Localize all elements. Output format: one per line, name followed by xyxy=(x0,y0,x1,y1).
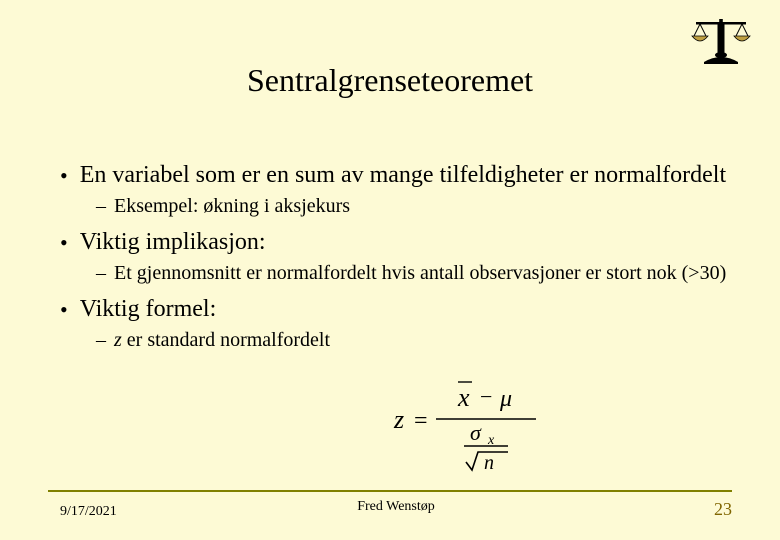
equals-sign: = xyxy=(414,408,428,434)
bullet-sub-item: – Eksempel: økning i aksjekurs xyxy=(96,194,740,219)
bullet-sub-item: – Et gjennomsnitt er normalfordelt hvis … xyxy=(96,261,740,286)
formula-sigma: σ xyxy=(470,420,482,445)
bullet-text: Eksempel: økning i aksjekurs xyxy=(114,194,350,219)
formula-mu: μ xyxy=(499,386,512,412)
formula-z: z xyxy=(393,405,404,434)
bullet-dot-icon: • xyxy=(60,162,68,190)
bullet-text: Viktig implikasjon: xyxy=(80,227,266,257)
bullet-dash-icon: – xyxy=(96,328,106,353)
bullet-text: En variabel som er en sum av mange tilfe… xyxy=(80,160,726,190)
bullet-rest: er standard normalfordelt xyxy=(122,329,330,351)
bullet-item: • Viktig formel: xyxy=(60,294,740,324)
formula-minus: − xyxy=(480,384,492,409)
bullet-text: Viktig formel: xyxy=(80,294,217,324)
bullet-text: Et gjennomsnitt er normalfordelt hvis an… xyxy=(114,261,726,286)
bullet-text: z er standard normalfordelt xyxy=(114,328,330,353)
formula-sigma-sub: x xyxy=(487,433,495,448)
slide-body: • En variabel som er en sum av mange til… xyxy=(60,160,740,361)
bullet-item: • En variabel som er en sum av mange til… xyxy=(60,160,740,190)
slide-footer: 9/17/2021 Fred Wenstøp 23 xyxy=(60,499,732,520)
bullet-item: • Viktig implikasjon: xyxy=(60,227,740,257)
italic-z: z xyxy=(114,329,122,351)
slide: Sentralgrenseteoremet • En variabel som … xyxy=(0,0,780,540)
bullet-sub-item: – z er standard normalfordelt xyxy=(96,328,740,353)
bullet-dash-icon: – xyxy=(96,194,106,219)
footer-author: Fred Wenstøp xyxy=(60,499,732,515)
bullet-dot-icon: • xyxy=(60,296,68,324)
bullet-dash-icon: – xyxy=(96,261,106,286)
footer-divider xyxy=(48,490,732,492)
formula-n: n xyxy=(484,452,494,472)
slide-title: Sentralgrenseteoremet xyxy=(0,62,780,99)
formula-xbar: x xyxy=(457,383,470,412)
z-formula: z = x − μ σ x n xyxy=(388,372,558,477)
bullet-dot-icon: • xyxy=(60,229,68,257)
